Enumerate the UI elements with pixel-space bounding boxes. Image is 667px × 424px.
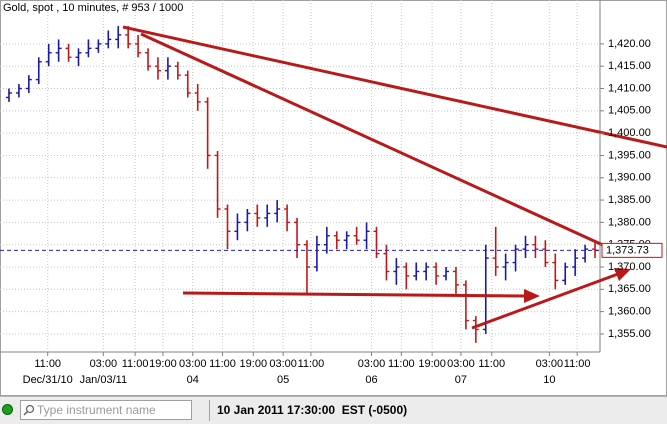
date-tick-label: Dec/31/10 (23, 374, 73, 386)
y-tick-label: 1,420.00 (608, 38, 651, 50)
y-tick-label: 1,390.00 (608, 172, 651, 184)
x-tick-label: 11:00 (388, 358, 415, 370)
last-price-label: 1,373.73 (606, 244, 649, 256)
last-price-box (601, 242, 663, 258)
y-tick-label: 1,385.00 (608, 194, 651, 206)
date-tick-label: 05 (277, 374, 289, 386)
y-tick-label: 1,410.00 (608, 82, 651, 94)
connection-indicator (2, 404, 13, 415)
chart-frame (0, 0, 667, 396)
y-tick-label: 1,355.00 (608, 328, 651, 340)
x-tick-label: 03:00 (90, 358, 118, 370)
date-tick-label: 06 (365, 374, 377, 386)
status-time: 10 Jan 2011 17:30:00 EST (-0500) (217, 403, 408, 417)
date-tick-label: 10 (543, 374, 555, 386)
x-tick-label: 03:00 (447, 358, 475, 370)
arrow-line (471, 272, 619, 330)
date-tick-label: Jan/03/11 (80, 374, 128, 386)
x-tick-label: 19:00 (240, 358, 268, 370)
x-tick-label: 11:00 (34, 358, 61, 370)
x-tick-label: 03:00 (358, 358, 386, 370)
x-tick-label: 11:00 (564, 358, 591, 370)
x-tick-label: 11:00 (122, 358, 149, 370)
x-tick-label: 11:00 (478, 358, 505, 370)
x-tick-label: 11:00 (209, 358, 236, 370)
search-icon (23, 404, 35, 416)
chart-title: Gold, spot , 10 minutes, # 953 / 1000 (3, 2, 183, 14)
x-tick-label: 19:00 (149, 358, 177, 370)
x-tick-label: 03:00 (269, 358, 297, 370)
status-bar: Type instrument name 10 Jan 2011 17:30:0… (0, 396, 667, 424)
y-tick-label: 1,365.00 (608, 283, 651, 295)
y-tick-label: 1,370.00 (608, 261, 651, 273)
plot-area (0, 0, 600, 352)
y-tick-label: 1,415.00 (608, 60, 651, 72)
arrow-head (524, 289, 540, 303)
chart: Gold, spot , 10 minutes, # 953 / 1000 1,… (0, 0, 667, 396)
separator (209, 400, 210, 421)
arrow-line (182, 291, 527, 298)
y-tick-label: 1,395.00 (608, 149, 651, 161)
x-tick-label: 03:00 (179, 358, 207, 370)
trend-line (140, 32, 606, 248)
date-tick-label: 04 (187, 374, 199, 386)
y-tick-label: 1,405.00 (608, 105, 651, 117)
x-tick-label: 11:00 (298, 358, 325, 370)
x-tick-label: 03:00 (536, 358, 564, 370)
y-tick-label: 1,360.00 (608, 306, 651, 318)
y-tick-label: 1,380.00 (608, 216, 651, 228)
y-tick-label: 1,400.00 (608, 127, 651, 139)
trend-lines (122, 25, 667, 330)
x-tick-label: 19:00 (418, 358, 446, 370)
date-tick-label: 07 (455, 374, 467, 386)
trend-line (122, 25, 667, 149)
instrument-search[interactable]: Type instrument name (20, 400, 192, 420)
arrow-head (614, 268, 631, 281)
